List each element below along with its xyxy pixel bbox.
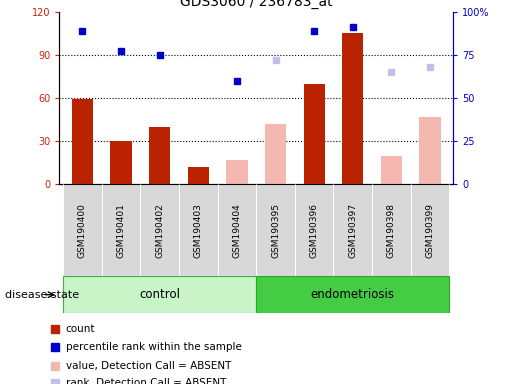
Bar (179, 184, 217, 276)
Text: count: count (65, 324, 95, 334)
Text: percentile rank within the sample: percentile rank within the sample (65, 342, 242, 352)
Bar (334, 184, 372, 276)
Text: GSM190395: GSM190395 (271, 203, 280, 258)
Bar (102, 184, 140, 276)
Bar (217, 184, 256, 276)
Text: GSM190400: GSM190400 (78, 203, 87, 258)
Bar (419, 117, 441, 184)
Text: GSM190397: GSM190397 (348, 203, 357, 258)
Text: value, Detection Call = ABSENT: value, Detection Call = ABSENT (65, 361, 231, 371)
Bar (226, 160, 248, 184)
Bar (303, 84, 325, 184)
Bar (63, 276, 256, 313)
Bar (265, 124, 286, 184)
Title: GDS3060 / 236783_at: GDS3060 / 236783_at (180, 0, 333, 9)
Bar (187, 167, 209, 184)
Bar (256, 276, 449, 313)
Text: GSM190399: GSM190399 (425, 203, 435, 258)
Bar (372, 184, 410, 276)
Text: endometriosis: endometriosis (311, 288, 395, 301)
Text: GSM190403: GSM190403 (194, 203, 203, 258)
Text: control: control (139, 288, 180, 301)
Text: GSM190401: GSM190401 (116, 203, 126, 258)
Text: disease state: disease state (5, 290, 79, 300)
Text: GSM190404: GSM190404 (232, 203, 242, 258)
Bar (72, 99, 93, 184)
Bar (149, 127, 170, 184)
Bar (342, 33, 364, 184)
Bar (140, 184, 179, 276)
Bar (381, 156, 402, 184)
Text: rank, Detection Call = ABSENT: rank, Detection Call = ABSENT (65, 377, 226, 384)
Text: GSM190398: GSM190398 (387, 203, 396, 258)
Bar (410, 184, 449, 276)
Bar (110, 141, 132, 184)
Bar (295, 184, 334, 276)
Text: GSM190396: GSM190396 (310, 203, 319, 258)
Text: GSM190402: GSM190402 (155, 203, 164, 258)
Bar (256, 184, 295, 276)
Bar (63, 184, 102, 276)
